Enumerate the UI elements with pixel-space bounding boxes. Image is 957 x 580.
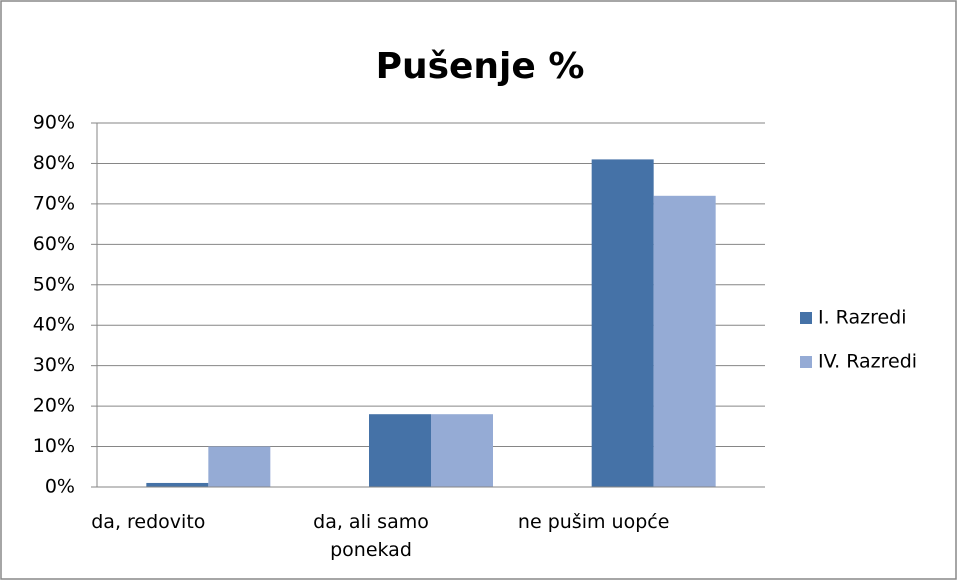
x-tick-label: ne pušim uopće (517, 511, 670, 533)
y-tick-label: 70% (33, 192, 75, 214)
legend-swatch (800, 312, 812, 324)
y-tick-label: 60% (33, 233, 75, 255)
bar (653, 195, 716, 488)
bar (146, 482, 209, 487)
x-tick-label: da, redovito (91, 511, 206, 533)
bar (208, 446, 271, 487)
y-tick-label: 0% (45, 476, 75, 498)
y-tick-label: 40% (33, 314, 75, 336)
y-tick-label: 10% (33, 435, 75, 457)
legend-swatch (800, 356, 812, 368)
y-tick-label: 80% (33, 152, 75, 174)
legend-label: IV. Razredi (818, 351, 917, 373)
chart-title: Pušenje % (376, 46, 585, 87)
bar (369, 414, 431, 487)
y-tick-label: 30% (33, 354, 75, 376)
y-tick-label: 50% (33, 273, 75, 295)
y-tick-label: 20% (33, 395, 75, 417)
y-tick-label: 90% (33, 112, 75, 134)
bar (431, 414, 493, 487)
legend-label: I. Razredi (818, 307, 907, 329)
x-tick-label: da, ali samo ponekad (313, 511, 429, 561)
bar (591, 159, 654, 487)
